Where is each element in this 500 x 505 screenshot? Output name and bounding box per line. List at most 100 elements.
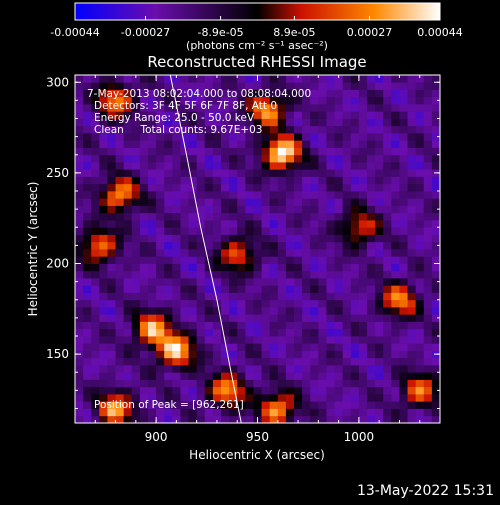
heatmap-cell	[375, 82, 384, 90]
heatmap-cell	[399, 118, 408, 127]
heatmap-cell	[83, 111, 92, 119]
heatmap-cell	[407, 82, 417, 90]
heatmap-cell	[375, 314, 384, 322]
heatmap-cell	[221, 401, 230, 409]
heatmap-cell	[383, 241, 392, 250]
heatmap-cell	[148, 241, 157, 250]
heatmap-cell	[277, 125, 287, 134]
heatmap-cell	[326, 408, 335, 417]
heatmap-cell	[99, 212, 108, 221]
heatmap-cell	[261, 227, 271, 235]
heatmap-cell	[294, 176, 303, 185]
heatmap-cell	[253, 82, 262, 90]
heatmap-cell	[342, 343, 352, 351]
heatmap-cell	[148, 350, 157, 359]
heatmap-cell	[342, 263, 352, 272]
heatmap-cell	[221, 263, 230, 272]
heatmap-cell	[277, 249, 287, 257]
heatmap-cell	[139, 249, 149, 257]
heatmap-cell	[221, 415, 230, 423]
heatmap-cell	[123, 278, 133, 286]
heatmap-cell	[99, 75, 108, 83]
heatmap-cell	[350, 205, 360, 214]
heatmap-cell	[221, 75, 230, 83]
heatmap-cell	[107, 401, 116, 409]
heatmap-cell	[415, 299, 425, 308]
heatmap-cell	[245, 183, 254, 192]
heatmap-cell	[148, 220, 157, 228]
heatmap-cell	[156, 176, 165, 185]
heatmap-cell	[285, 176, 295, 185]
heatmap-cell	[188, 278, 198, 286]
heatmap-cell	[277, 75, 287, 83]
heatmap-cell	[180, 147, 189, 156]
heatmap-cell	[269, 328, 279, 337]
heatmap-cell	[407, 408, 417, 417]
heatmap-cell	[326, 249, 335, 257]
heatmap-cell	[358, 111, 368, 119]
heatmap-cell	[391, 241, 400, 250]
heatmap-cell	[277, 82, 287, 90]
heatmap-cell	[423, 89, 433, 98]
heatmap-cell	[294, 256, 303, 264]
heatmap-cell	[139, 394, 149, 402]
heatmap-cell	[423, 82, 433, 90]
heatmap-cell	[229, 220, 238, 228]
colorbar-tick-label: -0.00044	[50, 26, 99, 39]
heatmap-cell	[139, 169, 149, 177]
heatmap-cell	[391, 89, 400, 98]
heatmap-cell	[277, 133, 287, 141]
heatmap-cell	[269, 401, 279, 409]
colorbar-ticks: -0.00044 -0.00027 -8.9e-05 8.9e-05 0.00027 0.…	[50, 16, 463, 39]
heatmap-cell	[383, 299, 392, 308]
heatmap-cell	[229, 408, 238, 417]
heatmap-cell	[367, 336, 376, 344]
heatmap-cell	[131, 96, 141, 105]
heatmap-cell	[285, 365, 295, 373]
heatmap-cell	[423, 169, 433, 177]
heatmap-cell	[99, 183, 108, 192]
heatmap-cell	[139, 82, 149, 90]
heatmap-cell	[253, 321, 262, 330]
heatmap-cell	[91, 401, 100, 409]
heatmap-cell	[148, 169, 157, 177]
heatmap-cell	[172, 183, 181, 192]
heatmap-cell	[131, 350, 141, 359]
colorbar-unit-label: (photons cm⁻² s⁻¹ asec⁻²)	[186, 39, 328, 52]
heatmap-cell	[269, 350, 279, 359]
heatmap-cell	[139, 198, 149, 206]
heatmap-cell	[188, 263, 198, 272]
heatmap-cell	[269, 89, 279, 98]
heatmap-cell	[204, 162, 214, 170]
heatmap-cell	[164, 379, 173, 388]
heatmap-cell	[75, 205, 84, 214]
heatmap-cell	[375, 386, 384, 395]
heatmap-cell	[302, 350, 311, 359]
heatmap-cell	[334, 379, 344, 388]
heatmap-cell	[156, 220, 165, 228]
heatmap-cell	[123, 147, 133, 156]
heatmap-cell	[310, 162, 319, 170]
heatmap-cell	[115, 386, 125, 395]
heatmap-cell	[156, 191, 165, 199]
heatmap-cell	[253, 343, 262, 351]
heatmap-cell	[180, 299, 189, 308]
heatmap-cell	[131, 336, 141, 344]
heatmap-cell	[139, 263, 149, 272]
heatmap-cell	[164, 183, 173, 192]
heatmap-cell	[188, 96, 198, 105]
heatmap-cell	[75, 75, 84, 83]
heatmap-cell	[212, 241, 222, 250]
heatmap-cell	[261, 104, 271, 112]
heatmap-cell	[115, 198, 125, 206]
heatmap-cell	[285, 169, 295, 177]
heatmap-cell	[358, 372, 368, 380]
heatmap-cell	[204, 401, 214, 409]
heatmap-cell	[131, 220, 141, 228]
heatmap-cell	[180, 285, 189, 293]
heatmap-cell	[253, 212, 262, 221]
heatmap-cell	[375, 111, 384, 119]
heatmap-cell	[391, 176, 400, 185]
heatmap-cell	[261, 82, 271, 90]
heatmap-cell	[196, 372, 206, 380]
